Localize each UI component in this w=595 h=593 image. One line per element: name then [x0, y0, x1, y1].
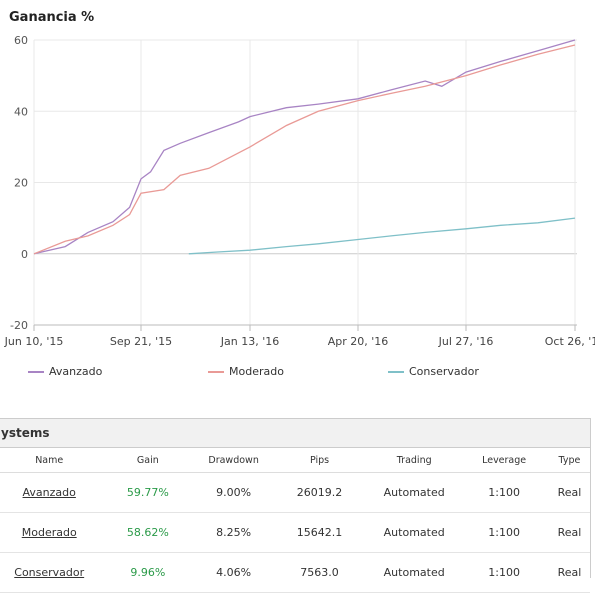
column-header-drawdown: Drawdown — [197, 448, 271, 473]
x-tick-label: Jan 13, '16 — [220, 335, 279, 348]
system-link-moderado[interactable]: Moderado — [21, 526, 77, 539]
series-line-moderado — [33, 44, 576, 255]
legend-label: Moderado — [229, 365, 284, 378]
legend-swatch — [28, 370, 44, 373]
column-header-type: Type — [548, 448, 590, 473]
x-tick-label: Apr 20, '16 — [328, 335, 389, 348]
y-tick-label: 0 — [21, 248, 28, 261]
type-cell: Real — [548, 472, 590, 513]
systems-panel-title: ystems — [0, 419, 590, 448]
y-tick-label: 20 — [14, 177, 28, 190]
chart-title: Ganancia % — [9, 10, 95, 25]
type-cell: Real — [548, 552, 590, 593]
drawdown-cell: 8.25% — [197, 512, 271, 553]
pips-cell: 7563.0 — [270, 552, 369, 593]
column-header-name: Name — [0, 448, 99, 473]
system-link-avanzado[interactable]: Avanzado — [22, 486, 76, 499]
leverage-cell: 1:100 — [459, 512, 549, 553]
gain-cell: 9.96% — [98, 552, 198, 593]
trading-cell: Automated — [369, 472, 460, 513]
systems-table: Name Gain Drawdown Pips Trading Leverage… — [0, 448, 590, 593]
leverage-cell: 1:100 — [459, 472, 549, 513]
gain-cell: 59.77% — [98, 472, 198, 513]
table-row: Moderado 58.62% 8.25% 15642.1 Automated … — [0, 512, 590, 553]
series-line-conservador — [188, 217, 576, 255]
legend-swatch — [208, 370, 224, 373]
system-name-cell: Conservador — [0, 552, 99, 593]
table-row: Conservador 9.96% 4.06% 7563.0 Automated… — [0, 552, 590, 593]
leverage-cell: 1:100 — [459, 552, 549, 593]
gain-cell: 58.62% — [98, 512, 198, 553]
legend-item-moderado[interactable]: Moderado — [208, 365, 284, 378]
column-header-pips: Pips — [270, 448, 369, 473]
trading-cell: Automated — [369, 552, 460, 593]
systems-panel: ystems Name Gain Drawdown Pips Trading L… — [0, 418, 591, 593]
drawdown-cell: 4.06% — [197, 552, 271, 593]
type-cell: Real — [548, 512, 590, 553]
x-tick-label: Jun 10, '15 — [4, 335, 64, 348]
table-header-row: Name Gain Drawdown Pips Trading Leverage… — [0, 448, 590, 473]
system-name-cell: Avanzado — [0, 472, 99, 513]
system-link-conservador[interactable]: Conservador — [14, 566, 85, 579]
legend-label: Conservador — [409, 365, 479, 378]
y-tick-label: 60 — [14, 34, 28, 47]
drawdown-cell: 9.00% — [197, 472, 271, 513]
table-row: Avanzado 59.77% 9.00% 26019.2 Automated … — [0, 472, 590, 513]
y-tick-label: -20 — [10, 319, 28, 332]
x-tick-label: Oct 26, '16 — [545, 335, 595, 348]
legend-label: Avanzado — [49, 365, 103, 378]
column-header-trading: Trading — [369, 448, 460, 473]
legend-swatch — [388, 370, 404, 373]
gain-chart: -20 0 20 40 60 Jun 10, '15 Sep 21, '15 Jan 13, … — [4, 34, 595, 348]
column-header-gain: Gain — [98, 448, 198, 473]
column-header-leverage: Leverage — [459, 448, 549, 473]
x-tick-label: Jul 27, '16 — [438, 335, 494, 348]
pips-cell: 26019.2 — [270, 472, 369, 513]
y-tick-label: 40 — [14, 105, 28, 118]
legend-item-conservador[interactable]: Conservador — [388, 365, 479, 378]
x-tick-label: Sep 21, '15 — [110, 335, 172, 348]
trading-cell: Automated — [369, 512, 460, 553]
legend-item-avanzado[interactable]: Avanzado — [28, 365, 102, 378]
series-line-avanzado — [33, 39, 576, 255]
system-name-cell: Moderado — [0, 512, 99, 553]
pips-cell: 15642.1 — [270, 512, 369, 553]
